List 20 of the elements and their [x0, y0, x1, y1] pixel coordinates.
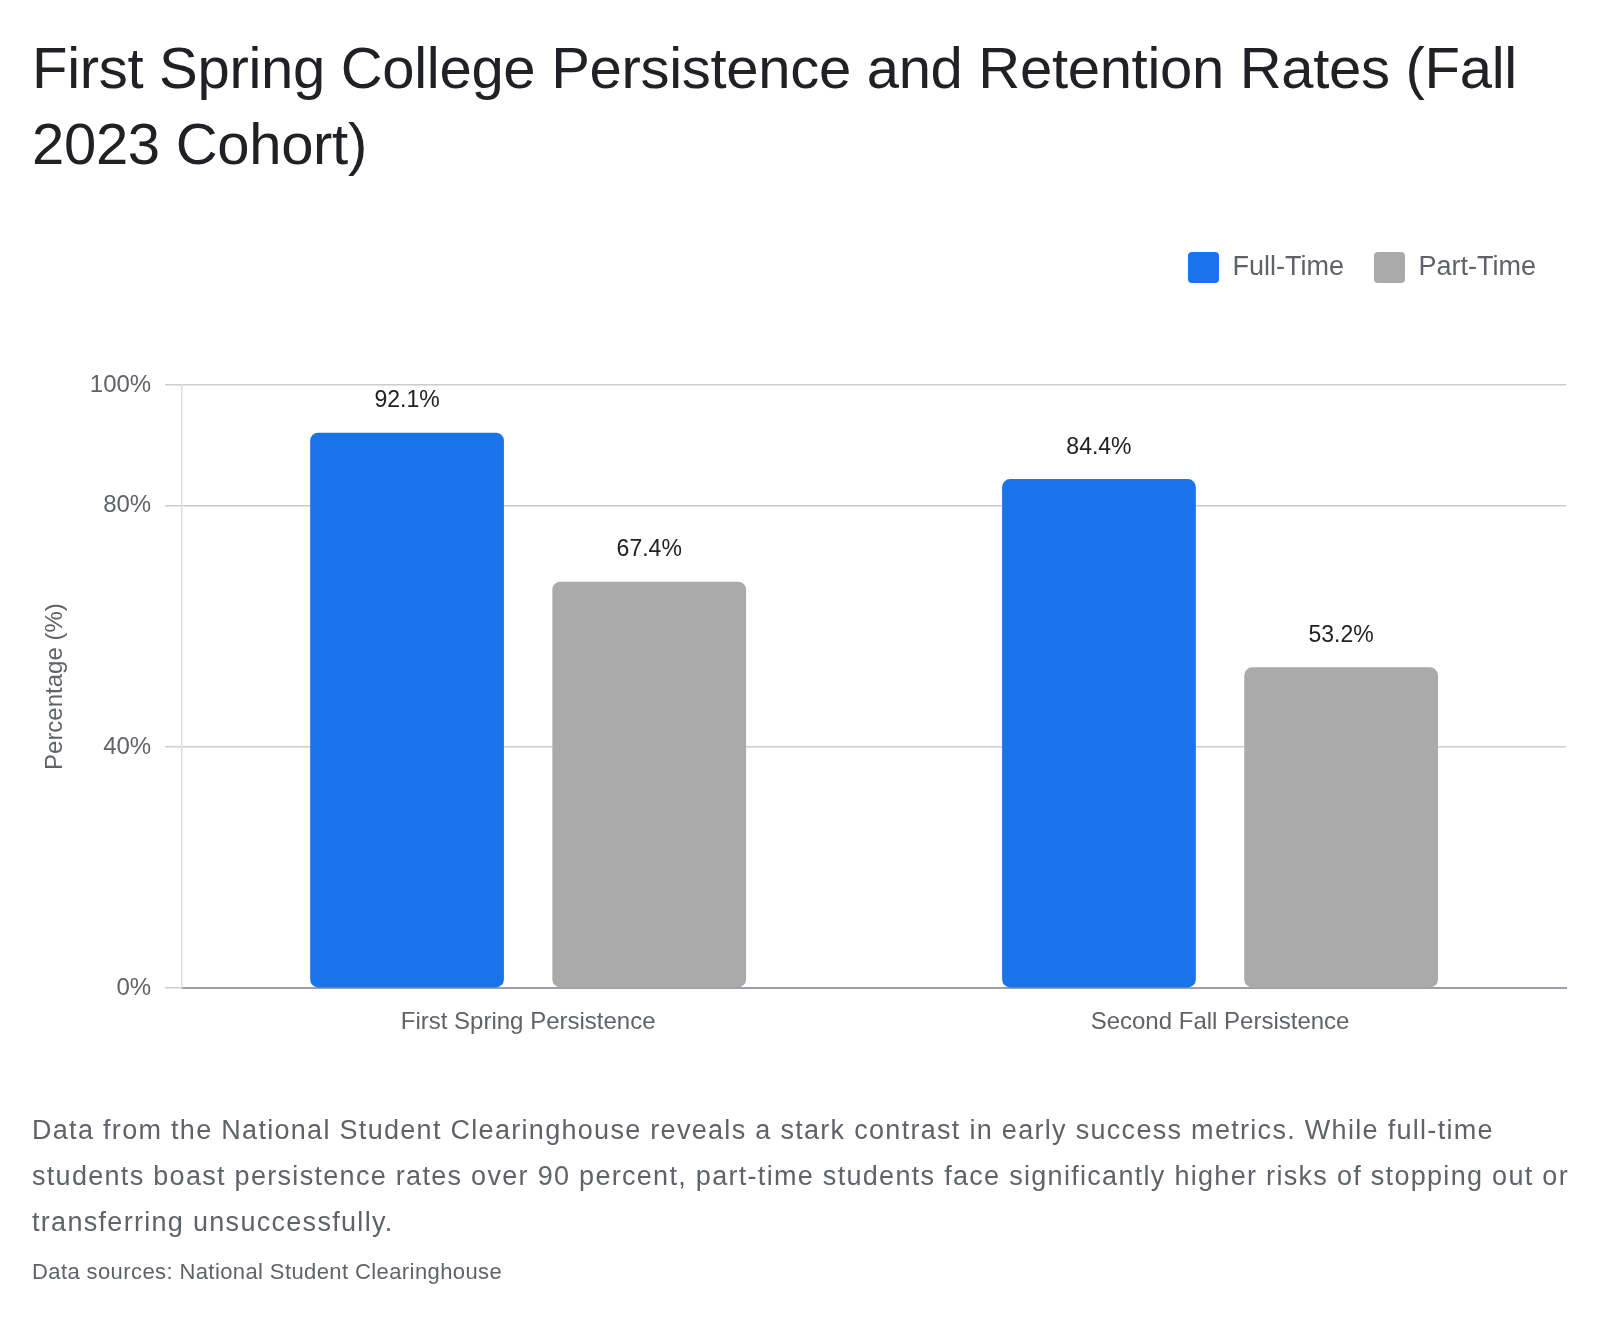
legend-label: Full-Time	[1232, 250, 1344, 281]
y-tick-label: 0%	[116, 972, 152, 1000]
legend-label: Part-Time	[1418, 250, 1537, 281]
y-tick-label: 80%	[103, 490, 152, 518]
bar	[1244, 667, 1438, 988]
x-tick-label: First Spring Persistence	[400, 1007, 656, 1035]
text: Data from the National Student Clearinghouse reveals a stark contrast in early success metrics. While full-time students boast persistence rates over 90 percent, part-time students face significantly higher risks of stopping out or transferring unsuccessfully.	[32, 1114, 1570, 1239]
x-tick-label: Second Fall Persistence	[1090, 1007, 1350, 1035]
y-tick-label: 100%	[89, 369, 152, 397]
data-label: 92.1%	[374, 386, 440, 413]
data-label: 53.2%	[1308, 621, 1374, 648]
y-tick-label: 40%	[103, 731, 152, 759]
bar	[1002, 479, 1196, 988]
bar	[552, 581, 747, 988]
chart-title: First Spring College Persistence and Retention Rates (Fall 2023 Cohort)	[32, 34, 1518, 178]
text: Data sources: National Student Clearinghouse	[32, 1258, 504, 1286]
y-axis-title: Percentage (%)	[40, 603, 68, 770]
data-label: 67.4%	[616, 535, 682, 562]
bar	[310, 432, 504, 988]
data-label: 84.4%	[1066, 432, 1132, 459]
